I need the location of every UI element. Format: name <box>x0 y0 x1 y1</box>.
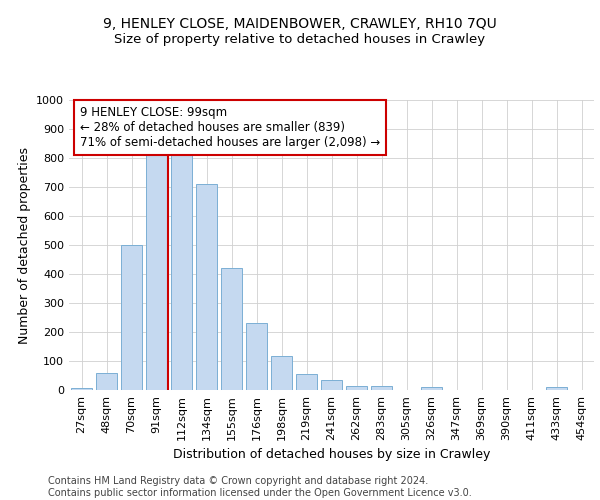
Bar <box>171 151 192 390</box>
Bar <box>96 374 117 390</box>
Bar <box>121 245 142 390</box>
X-axis label: Distribution of detached houses by size in Crawley: Distribution of detached houses by size … <box>173 448 490 461</box>
Bar <box>371 386 392 390</box>
Bar <box>346 386 367 390</box>
Bar <box>421 386 442 390</box>
Text: 9, HENLEY CLOSE, MAIDENBOWER, CRAWLEY, RH10 7QU: 9, HENLEY CLOSE, MAIDENBOWER, CRAWLEY, R… <box>103 18 497 32</box>
Bar <box>221 268 242 390</box>
Bar <box>321 380 342 390</box>
Bar <box>296 374 317 390</box>
Text: Size of property relative to detached houses in Crawley: Size of property relative to detached ho… <box>115 32 485 46</box>
Bar <box>546 387 567 390</box>
Bar <box>246 324 267 390</box>
Text: Contains HM Land Registry data © Crown copyright and database right 2024.
Contai: Contains HM Land Registry data © Crown c… <box>48 476 472 498</box>
Text: 9 HENLEY CLOSE: 99sqm
← 28% of detached houses are smaller (839)
71% of semi-det: 9 HENLEY CLOSE: 99sqm ← 28% of detached … <box>79 106 380 149</box>
Bar <box>196 184 217 390</box>
Bar <box>146 150 167 390</box>
Bar <box>271 356 292 390</box>
Bar <box>71 388 92 390</box>
Y-axis label: Number of detached properties: Number of detached properties <box>17 146 31 344</box>
